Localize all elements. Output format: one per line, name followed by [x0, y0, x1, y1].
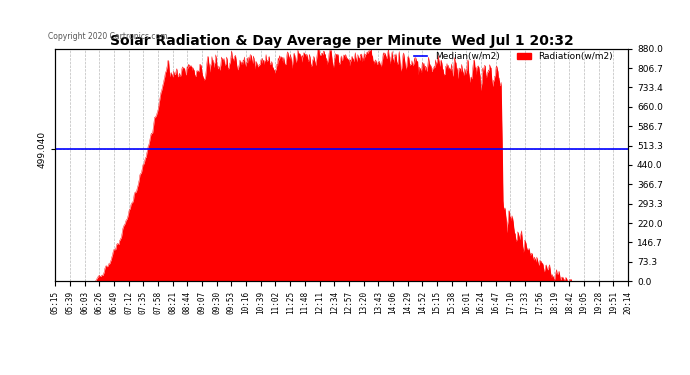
Legend: Median(w/m2), Radiation(w/m2): Median(w/m2), Radiation(w/m2) — [411, 49, 616, 65]
Text: Copyright 2020 Cartronics.com: Copyright 2020 Cartronics.com — [48, 32, 168, 41]
Title: Solar Radiation & Day Average per Minute  Wed Jul 1 20:32: Solar Radiation & Day Average per Minute… — [110, 34, 573, 48]
